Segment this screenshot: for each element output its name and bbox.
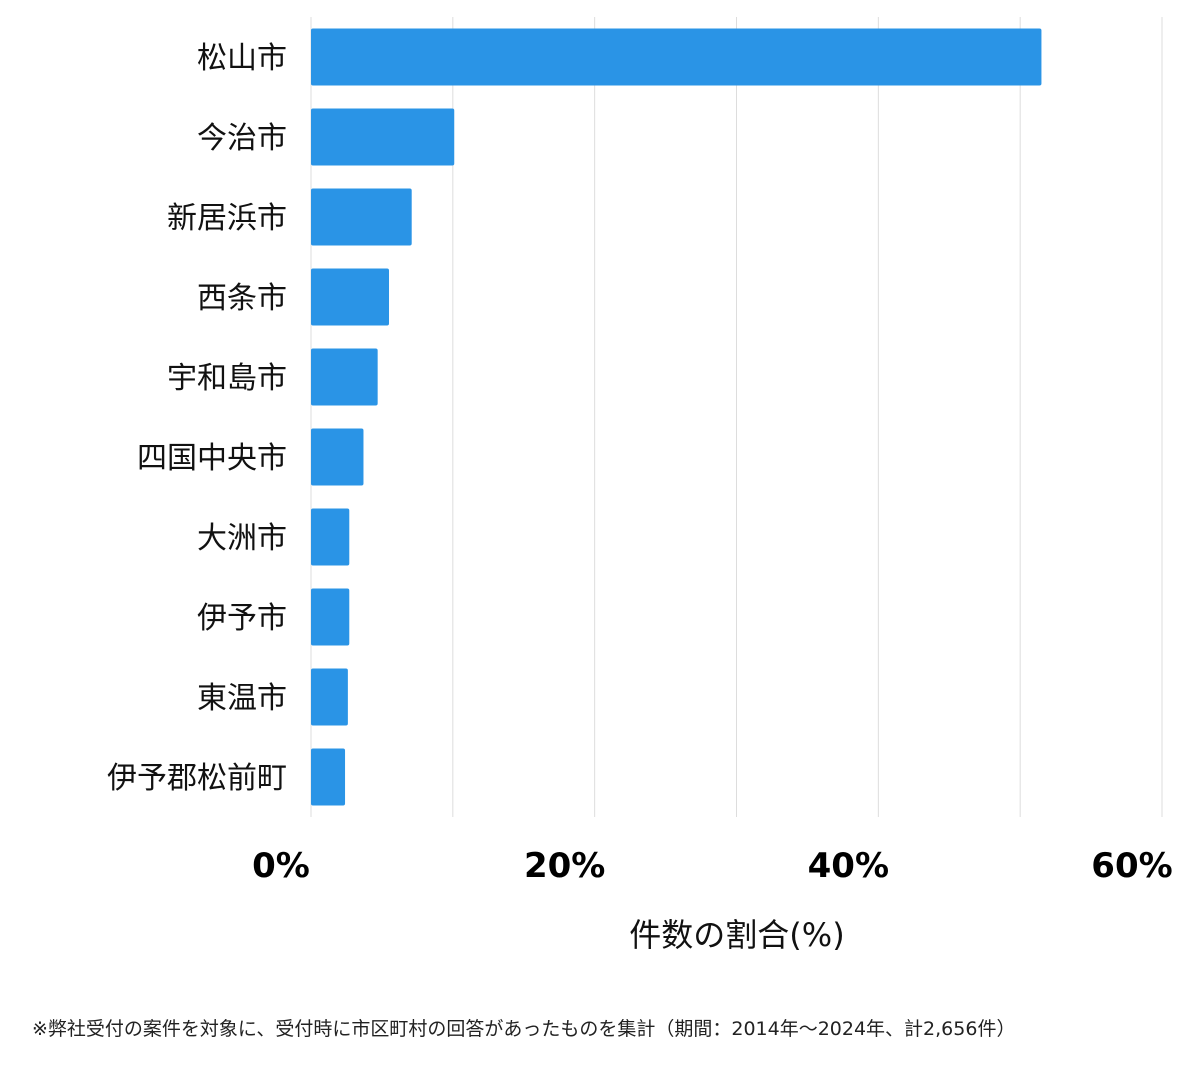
bar — [311, 28, 1042, 86]
bar — [311, 588, 350, 646]
category-label: 四国中央市 — [137, 441, 287, 476]
category-label: 新居浜市 — [167, 201, 287, 236]
category-label: 宇和島市 — [167, 361, 287, 396]
category-label: 伊予郡松前町 — [107, 761, 287, 796]
bar — [311, 668, 348, 726]
x-tick-label: 60% — [1091, 846, 1172, 886]
bar — [311, 428, 364, 486]
bar — [311, 508, 350, 566]
bars — [311, 28, 1042, 806]
category-label: 伊予市 — [197, 601, 287, 636]
category-label: 今治市 — [197, 121, 287, 156]
category-label: 松山市 — [197, 41, 287, 76]
footnote: ※弊社受付の案件を対象に、受付時に市区町村の回答があったものを集計（期間：201… — [32, 1018, 1016, 1040]
x-axis-title: 件数の割合(%) — [629, 916, 844, 954]
bar — [311, 748, 346, 806]
x-tick-label: 40% — [808, 846, 889, 886]
bar — [311, 348, 378, 406]
category-label: 西条市 — [197, 281, 287, 316]
x-tick-labels: 0% 20% 40% 60% — [252, 846, 1173, 886]
x-tick-label: 0% — [252, 846, 310, 886]
bar — [311, 108, 455, 166]
bar — [311, 268, 390, 326]
category-label: 東温市 — [197, 681, 287, 716]
category-label: 大洲市 — [197, 521, 287, 556]
bar — [311, 188, 412, 246]
x-tick-label: 20% — [524, 846, 605, 886]
